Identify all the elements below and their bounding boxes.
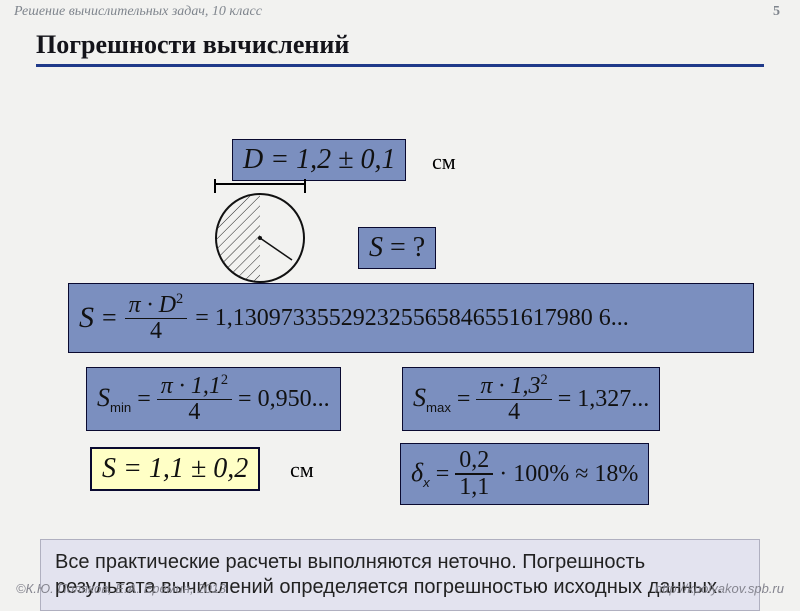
formula-s-result: S = 1,1 ± 0,2	[102, 453, 248, 485]
formula-smax-box: Smax = π · 1,32 4 = 1,327...	[402, 367, 660, 431]
unit-cm-2: см	[290, 457, 314, 483]
page-title: Погрешности вычислений	[0, 24, 800, 64]
formula-s-main: S= π · D2 4 = 1,130973355292325565846551…	[79, 292, 629, 345]
title-underline	[36, 64, 764, 67]
formula-s-question-box: S = ?	[358, 227, 436, 269]
formula-smin-box: Smin = π · 1,12 4 = 0,950...	[86, 367, 341, 431]
url: http://kpolyakov.spb.ru	[655, 581, 784, 596]
diameter-line	[214, 183, 306, 185]
formula-d: D = 1,2 ± 0,1	[243, 144, 395, 176]
explanation-box: Все практические расчеты выполняются нет…	[40, 539, 760, 611]
footer: ©К.Ю. Поляков, Е.А. Ерёмин, 2013 http://…	[0, 581, 800, 596]
formula-s-question: S = ?	[369, 232, 425, 264]
formula-s-result-box: S = 1,1 ± 0,2	[90, 447, 260, 491]
slide: Решение вычислительных задач, 10 класс 5…	[0, 0, 800, 600]
circle-diagram	[214, 192, 310, 288]
formula-delta-box: δx = 0,2 1,1 · 100% ≈ 18%	[400, 443, 649, 505]
header: Решение вычислительных задач, 10 класс 5	[0, 0, 800, 24]
formula-smin: Smin = π · 1,12 4 = 0,950...	[97, 373, 330, 426]
diameter-tick-left	[214, 179, 216, 193]
unit-cm-1: см	[432, 149, 456, 175]
copyright: ©К.Ю. Поляков, Е.А. Ерёмин, 2013	[16, 581, 226, 596]
course-label: Решение вычислительных задач, 10 класс	[14, 4, 262, 20]
formula-d-box: D = 1,2 ± 0,1	[232, 139, 406, 181]
slide-number: 5	[773, 4, 780, 20]
formula-smax: Smax = π · 1,32 4 = 1,327...	[413, 373, 649, 426]
formula-s-main-box: S= π · D2 4 = 1,130973355292325565846551…	[68, 283, 754, 353]
diameter-tick-right	[304, 179, 306, 193]
formula-delta: δx = 0,2 1,1 · 100% ≈ 18%	[411, 448, 638, 500]
